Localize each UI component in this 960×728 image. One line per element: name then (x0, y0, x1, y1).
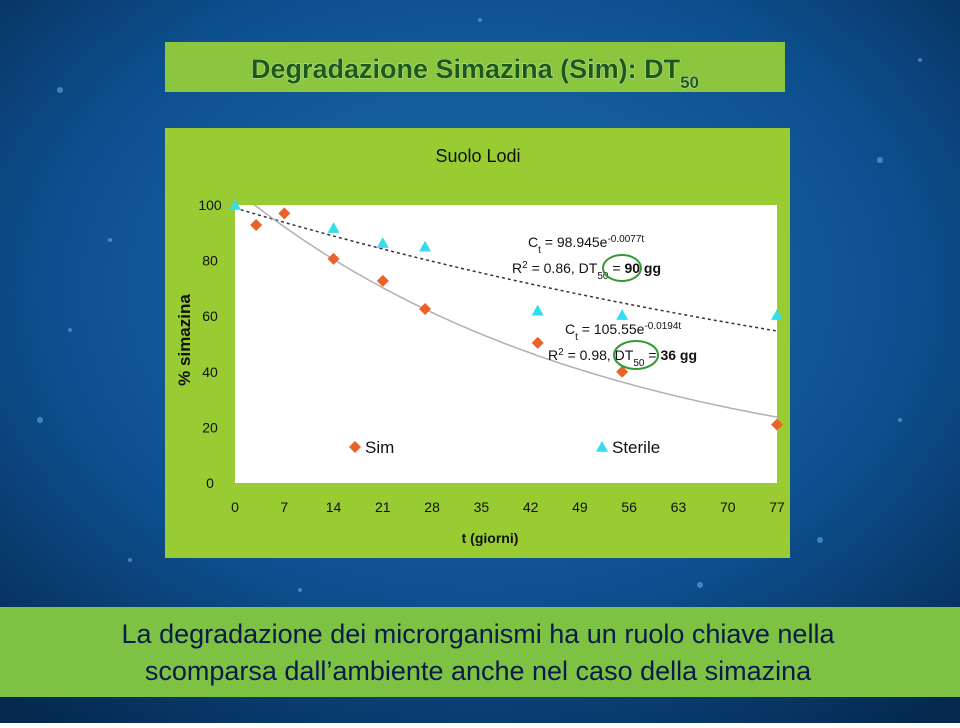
points (229, 199, 783, 431)
x-tick-label: 7 (280, 499, 288, 515)
x-tick-label: 70 (720, 499, 736, 515)
chart-title: Suolo Lodi (435, 146, 520, 166)
y-tick-label: 40 (202, 364, 218, 380)
point (327, 222, 340, 233)
x-axis-label: t (giorni) (462, 530, 519, 546)
y-tick-label: 100 (198, 197, 222, 213)
x-tick-label: 56 (621, 499, 637, 515)
caption-band (0, 607, 960, 697)
point (771, 309, 783, 320)
x-tick-label: 35 (474, 499, 490, 515)
point (419, 240, 432, 252)
point (229, 199, 241, 210)
point (616, 309, 629, 320)
point (771, 418, 783, 431)
legend-marker (596, 441, 608, 452)
highlight-ring (613, 340, 659, 370)
caption-line: scomparsa dall’ambiente anche nel caso d… (145, 656, 812, 686)
title-box (165, 42, 785, 92)
legend-marker (349, 441, 361, 453)
point (616, 365, 629, 378)
slide-title: Degradazione Simazina (Sim): DT50 (251, 54, 699, 92)
fit-r2: R2 = 0.86, DT50 = 90 gg (512, 260, 661, 282)
point (278, 207, 291, 220)
x-tick-label: 28 (424, 499, 440, 515)
y-tick-label: 20 (202, 419, 218, 435)
point (250, 219, 263, 232)
y-axis-label: % simazina (175, 294, 194, 386)
x-tick-label: 63 (671, 499, 687, 515)
x-tick-label: 77 (769, 499, 785, 515)
legend-label: Sterile (612, 438, 660, 457)
highlight-ring (602, 254, 642, 282)
fit-equation: Ct = 105.55e-0.0194t (565, 321, 681, 343)
x-tick-label: 21 (375, 499, 391, 515)
x-tick-label: 49 (572, 499, 588, 515)
fit-curve (253, 205, 777, 418)
y-tick-label: 60 (202, 308, 218, 324)
y-tick-label: 0 (206, 475, 214, 491)
background-dots (37, 18, 922, 592)
legend-label: Sim (365, 438, 394, 457)
point (376, 274, 389, 287)
point (327, 252, 340, 265)
y-tick-label: 80 (202, 253, 218, 269)
point (376, 237, 389, 248)
fit-curves (235, 205, 777, 418)
x-tick-label: 14 (326, 499, 342, 515)
x-tick-label: 0 (231, 499, 239, 515)
point (531, 336, 544, 349)
point (419, 302, 432, 315)
caption-line: La degradazione dei microrganismi ha un … (122, 619, 836, 649)
fit-labels: Ct = 98.945e-0.0077t R2 = 0.86, DT50 = 9… (512, 234, 697, 369)
fit-equation: Ct = 98.945e-0.0077t (528, 234, 644, 256)
x-tick-label: 42 (523, 499, 539, 515)
fit-curve (235, 207, 777, 332)
point (531, 304, 544, 316)
